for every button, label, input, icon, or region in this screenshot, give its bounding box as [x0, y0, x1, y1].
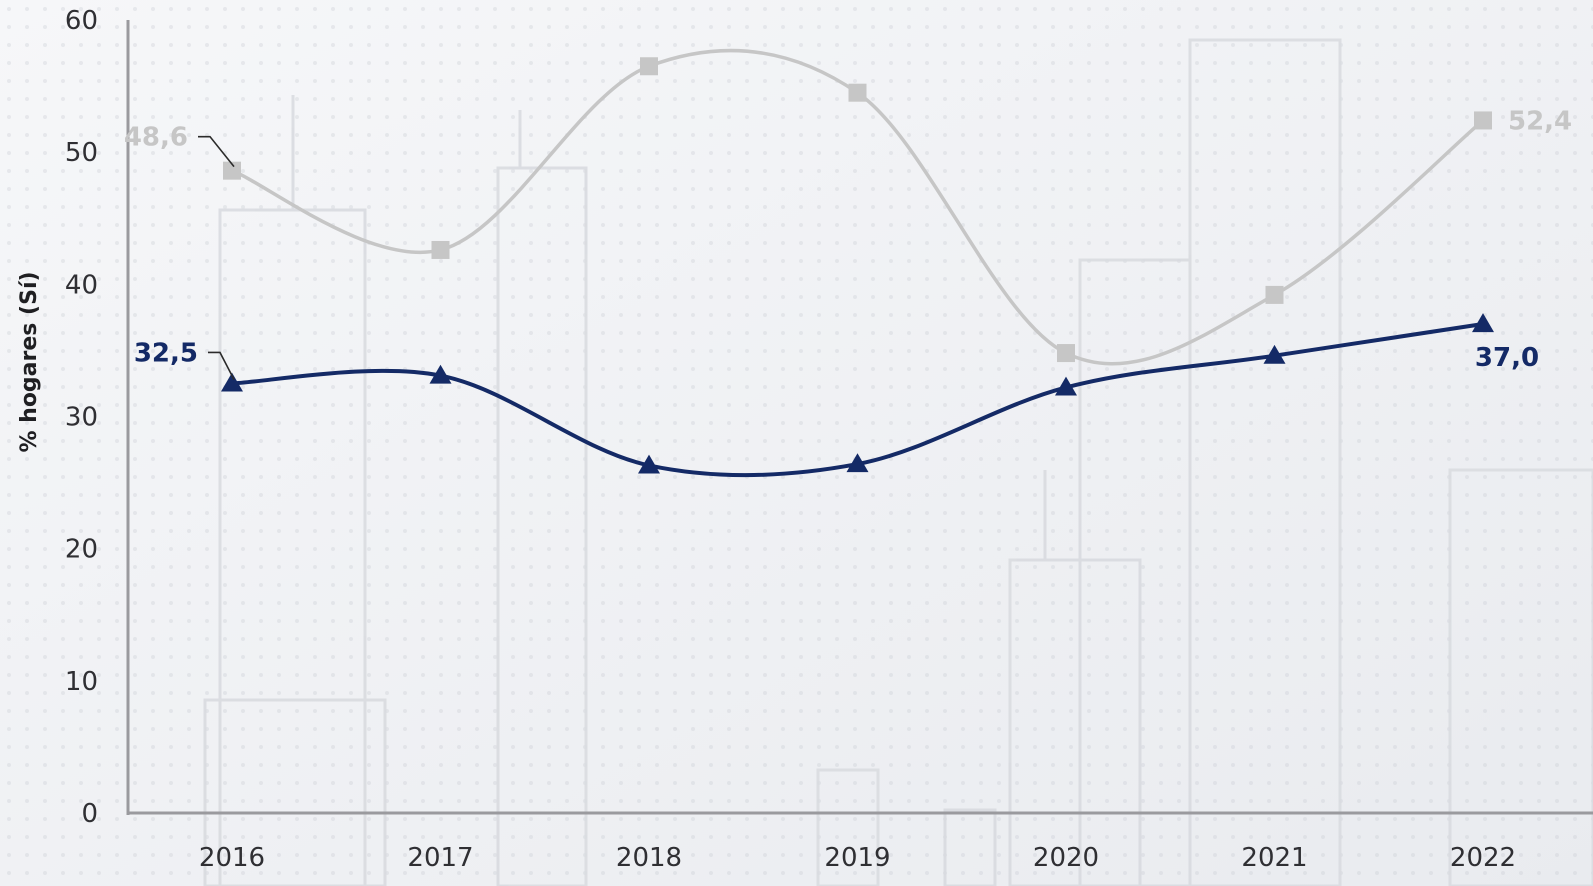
- triangle-marker: [221, 372, 243, 392]
- data-label: 32,5: [134, 338, 198, 368]
- triangle-marker: [1263, 344, 1286, 364]
- y-tick-labels: 0 10 20 30 40 50 60: [65, 6, 98, 829]
- square-marker: [431, 240, 450, 259]
- square-marker: [1474, 111, 1492, 130]
- square-marker: [223, 161, 241, 180]
- y-tick-label: 30: [65, 403, 98, 433]
- triangle-marker: [1472, 313, 1494, 333]
- square-marker: [1265, 285, 1284, 304]
- x-tick-label: 2018: [616, 843, 682, 873]
- x-tick-label: 2016: [199, 843, 265, 873]
- x-tick-label: 2021: [1241, 843, 1307, 873]
- triangle-marker: [638, 454, 660, 474]
- triangle-marker: [1055, 376, 1077, 396]
- triangle-marker: [429, 364, 452, 384]
- y-tick-label: 0: [81, 799, 98, 829]
- x-tick-label: 2017: [407, 843, 473, 873]
- y-tick-label: 50: [65, 138, 98, 168]
- x-tick-label: 2022: [1450, 843, 1516, 873]
- y-axis-label: % hogares (Sí): [17, 271, 42, 452]
- square-marker: [1057, 344, 1075, 363]
- y-tick-label: 60: [65, 6, 98, 36]
- square-marker: [848, 83, 867, 102]
- series-markers: [221, 57, 1494, 474]
- y-tick-label: 20: [65, 535, 98, 565]
- data-label: 52,4: [1508, 106, 1572, 136]
- annotation-leader-line: [208, 351, 235, 380]
- axes: [126, 20, 1593, 815]
- y-tick-label: 40: [65, 270, 98, 300]
- y-tick-label: 10: [65, 667, 98, 697]
- x-tick-label: 2019: [824, 843, 890, 873]
- data-label: 48,6: [124, 123, 188, 153]
- square-marker: [640, 57, 658, 76]
- x-tick-labels: 2016 2017 2018 2019 2020 2021 2022: [199, 843, 1516, 873]
- triangle-marker: [846, 453, 869, 473]
- data-label: 37,0: [1475, 343, 1539, 373]
- x-tick-label: 2020: [1033, 843, 1099, 873]
- annotation-leader-line: [198, 135, 235, 168]
- data-annotations: 48,6 52,4 32,5 37,0: [124, 106, 1572, 380]
